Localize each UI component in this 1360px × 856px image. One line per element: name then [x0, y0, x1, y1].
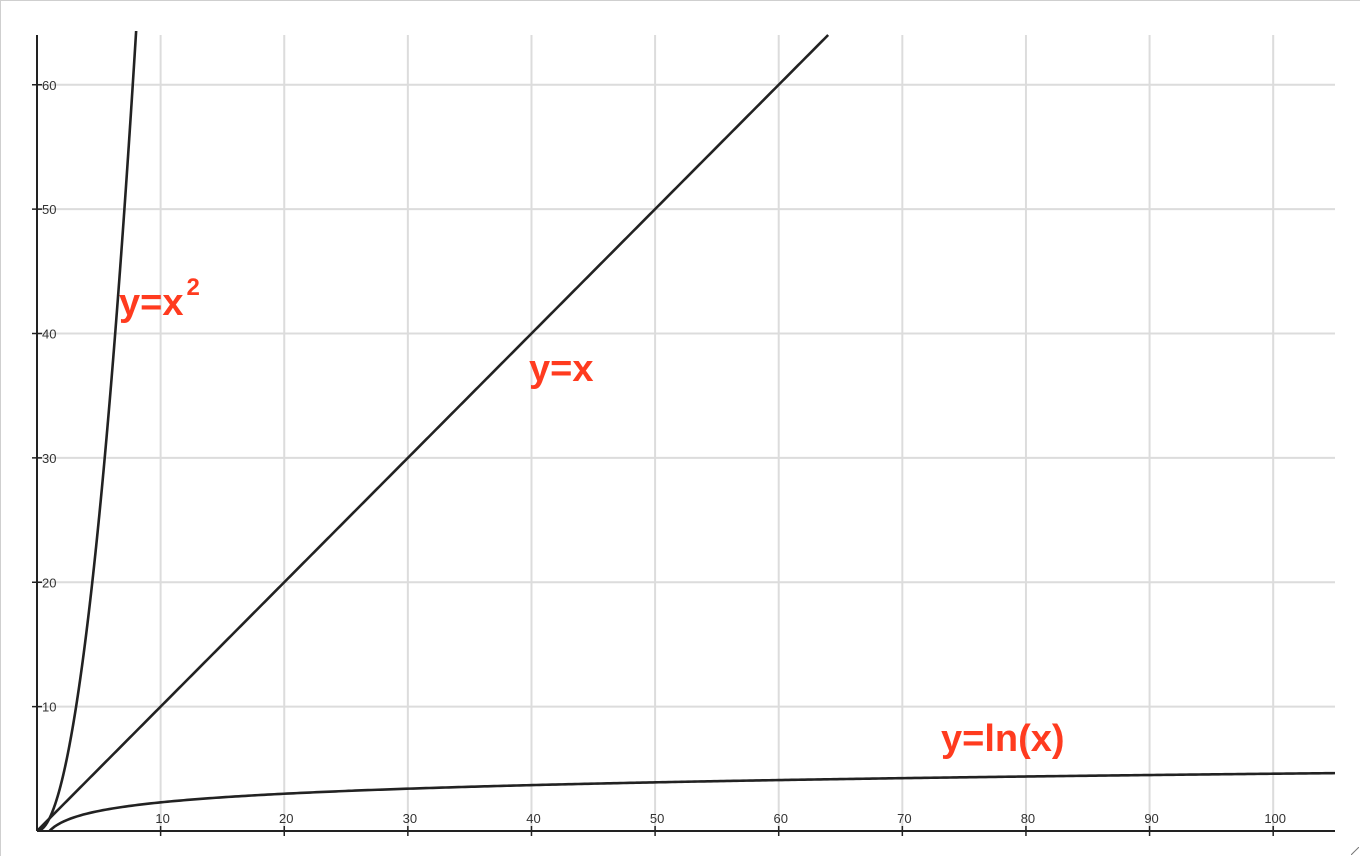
x-tick-label-40: 40 [526, 811, 540, 826]
x-tick-label-100: 100 [1264, 811, 1286, 826]
series-line-2 [47, 771, 1335, 831]
x-tick-label-80: 80 [1021, 811, 1035, 826]
x-tick-label-50: 50 [650, 811, 664, 826]
annotation-square-text: y=x [119, 282, 183, 324]
annotation-log: y=ln(x) [941, 718, 1065, 760]
annotation-linear-text: y=x [529, 348, 593, 390]
y-tick-label-50: 50 [42, 202, 56, 217]
x-tick-label-90: 90 [1144, 811, 1158, 826]
resize-grip-icon[interactable] [1351, 847, 1359, 855]
axes [36, 35, 1335, 832]
annotation-log-text: y=ln(x) [941, 718, 1065, 760]
y-tick-label-10: 10 [42, 700, 56, 715]
annotation-square-superscript: 2 [186, 274, 199, 301]
ticks: 10 20 30 40 50 60 70 80 90 100 10 20 30 40 50 60 [32, 78, 1286, 836]
series-line-1 [37, 31, 138, 831]
y-tick-label-40: 40 [42, 327, 56, 342]
y-tick-label-20: 20 [42, 575, 56, 590]
series-line-0 [37, 34, 830, 831]
y-tick-label-30: 30 [42, 451, 56, 466]
x-tick-label-10: 10 [155, 811, 169, 826]
annotation-square: y=x 2 [119, 274, 200, 324]
annotations: y=x 2y=xy=ln(x) [119, 274, 1065, 760]
grid [37, 35, 1335, 831]
x-tick-label-70: 70 [897, 811, 911, 826]
annotation-linear: y=x [529, 348, 593, 390]
x-tick-label-30: 30 [403, 811, 417, 826]
x-tick-label-60: 60 [773, 811, 787, 826]
x-tick-label-20: 20 [279, 811, 293, 826]
series-group [37, 31, 1335, 831]
y-tick-label-60: 60 [42, 78, 56, 93]
